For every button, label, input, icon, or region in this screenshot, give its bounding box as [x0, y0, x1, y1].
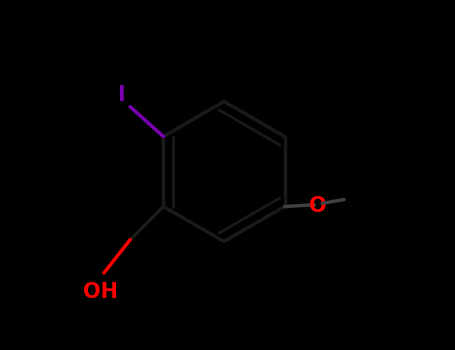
- Text: O: O: [309, 196, 327, 217]
- Text: I: I: [117, 85, 125, 105]
- Text: OH: OH: [83, 282, 118, 302]
